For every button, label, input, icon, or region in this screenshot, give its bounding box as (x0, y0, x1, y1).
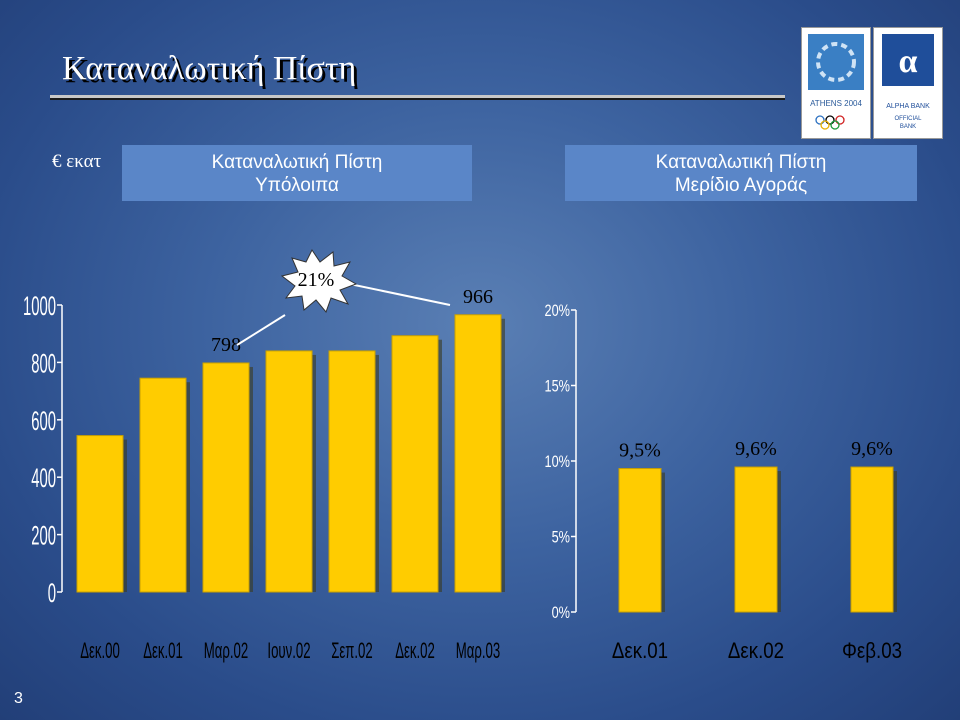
x-category-label: Δεκ.00 (80, 639, 120, 663)
y-tick-label: 0% (552, 603, 570, 622)
x-category-label: Φεβ.03 (842, 640, 902, 664)
balances-header-line1: Καταναλωτική Πίστη (211, 152, 383, 173)
market-share-header-line1: Καταναλωτική Πίστη (655, 152, 827, 173)
market-share-header-line2: Μερίδιο Αγοράς (674, 175, 808, 196)
burst-shape (280, 249, 358, 313)
athens-2004-logo: ATHENS 2004 (801, 27, 871, 139)
alpha-bank-logo: α ALPHA BANK OFFICIAL BANK (873, 27, 943, 139)
x-category-label: Σεπ.02 (331, 639, 372, 663)
y-tick-label: 1000 (23, 290, 56, 321)
slide-title: Καταναλωτική Πίστη (62, 50, 357, 87)
y-tick-label: 10% (544, 452, 570, 471)
bar (454, 314, 502, 593)
bar (265, 350, 313, 593)
market-share-chart: 0% 5% 10% 15% 20% 9,5% Δεκ.01 9,6% Δεκ.02 9,6% Φεβ… (544, 301, 901, 663)
svg-text:α: α (899, 43, 918, 80)
y-tick-label: 5% (552, 528, 570, 547)
bar (734, 466, 778, 613)
unit-label: € εκατ (52, 151, 102, 172)
data-label: 798 (211, 334, 241, 356)
x-category-label: Μαρ.02 (204, 639, 248, 663)
data-label: 9,5% (619, 440, 661, 462)
bar (139, 377, 187, 593)
x-category-label: Μαρ.03 (456, 639, 500, 663)
balances-header-line2: Υπόλοιπα (255, 175, 339, 196)
x-category-label: Δεκ.02 (395, 639, 435, 663)
bar (328, 350, 376, 593)
athens-logo-graphic: ATHENS 2004 (808, 34, 864, 130)
y-tick-label: 20% (544, 301, 570, 320)
alpha-logo-name: ALPHA BANK (886, 103, 930, 110)
x-category-label: Δεκ.02 (728, 640, 784, 664)
bar (850, 466, 894, 613)
y-tick-label: 400 (31, 462, 56, 493)
alpha-logo-graphic: α ALPHA BANK OFFICIAL BANK (882, 34, 934, 130)
bar (76, 435, 124, 593)
bar (618, 468, 662, 613)
y-tick-label: 200 (31, 520, 56, 551)
x-category-label: Δεκ.01 (612, 640, 668, 664)
growth-callout-label: 21% (298, 269, 335, 291)
title-underline (50, 95, 785, 98)
balances-header: Καταναλωτική Πίστη Υπόλοιπα (122, 137, 480, 201)
page-number: 3 (14, 690, 23, 707)
bar (391, 335, 439, 593)
x-category-label: Δεκ.01 (143, 639, 183, 663)
y-tick-label: 15% (544, 377, 570, 396)
alpha-logo-bank: BANK (900, 124, 916, 130)
alpha-logo-official: OFFICIAL (894, 116, 922, 122)
growth-callout: 21% (236, 249, 451, 346)
athens-logo-text: ATHENS 2004 (810, 99, 862, 108)
data-label: 9,6% (851, 438, 893, 460)
y-tick-label: 0 (48, 577, 56, 608)
data-label: 9,6% (735, 438, 777, 460)
data-label: 966 (463, 286, 493, 308)
y-tick-label: 600 (31, 405, 56, 436)
y-tick-label: 800 (31, 348, 56, 379)
bar (202, 362, 250, 593)
x-category-label: Ιουν.02 (267, 639, 310, 663)
balances-chart: 0 200 400 600 800 1000 Δεκ.00 Δεκ.01 798 Μαρ.02 Ιο… (23, 286, 505, 663)
